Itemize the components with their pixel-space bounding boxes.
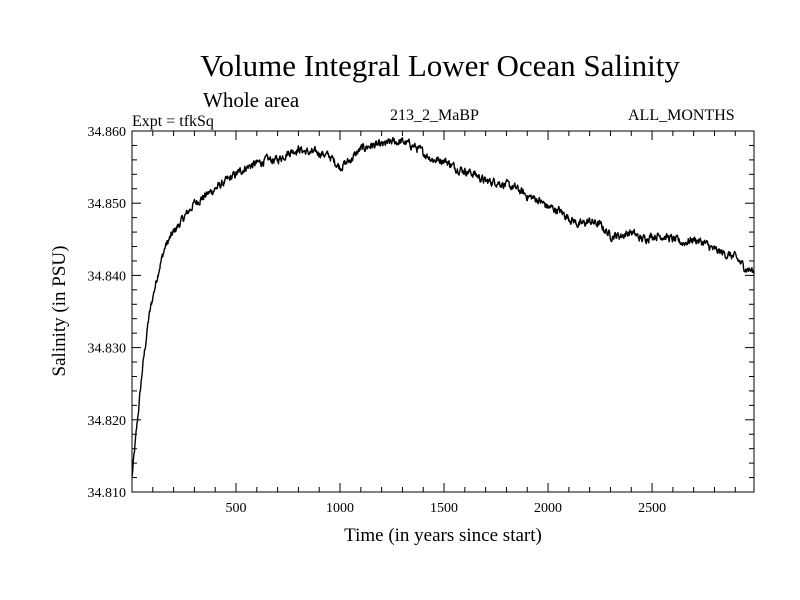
months-label: ALL_MONTHS <box>628 107 735 124</box>
y-axis-label: Salinity (in PSU) <box>49 246 70 377</box>
chart-title: Volume Integral Lower Ocean Salinity <box>200 48 680 83</box>
salinity-series-line <box>131 136 755 477</box>
x-tick-label: 1500 <box>430 501 458 516</box>
experiment-label: Expt = tfkSq <box>132 113 214 130</box>
y-tick-label: 34.860 <box>88 125 127 140</box>
plot-frame <box>131 130 755 493</box>
axis-tick-labels: 500 1000 1500 2000 2500 34.810 34.820 34.830 34.… <box>88 125 667 516</box>
axis-ticks <box>132 130 754 493</box>
y-tick-label: 34.810 <box>88 486 127 501</box>
x-tick-label: 2500 <box>638 501 666 516</box>
y-tick-label: 34.820 <box>88 414 127 429</box>
y-tick-label: 34.850 <box>88 197 127 212</box>
x-axis-label: Time (in years since start) <box>344 525 542 546</box>
x-tick-label: 1000 <box>326 501 354 516</box>
x-tick-label: 500 <box>226 501 247 516</box>
run-id-label: 213_2_MaBP <box>390 107 479 124</box>
x-tick-label: 2000 <box>534 501 562 516</box>
chart-subtitle: Whole area <box>203 88 300 112</box>
y-tick-label: 34.840 <box>88 269 127 284</box>
y-tick-label: 34.830 <box>88 342 127 357</box>
